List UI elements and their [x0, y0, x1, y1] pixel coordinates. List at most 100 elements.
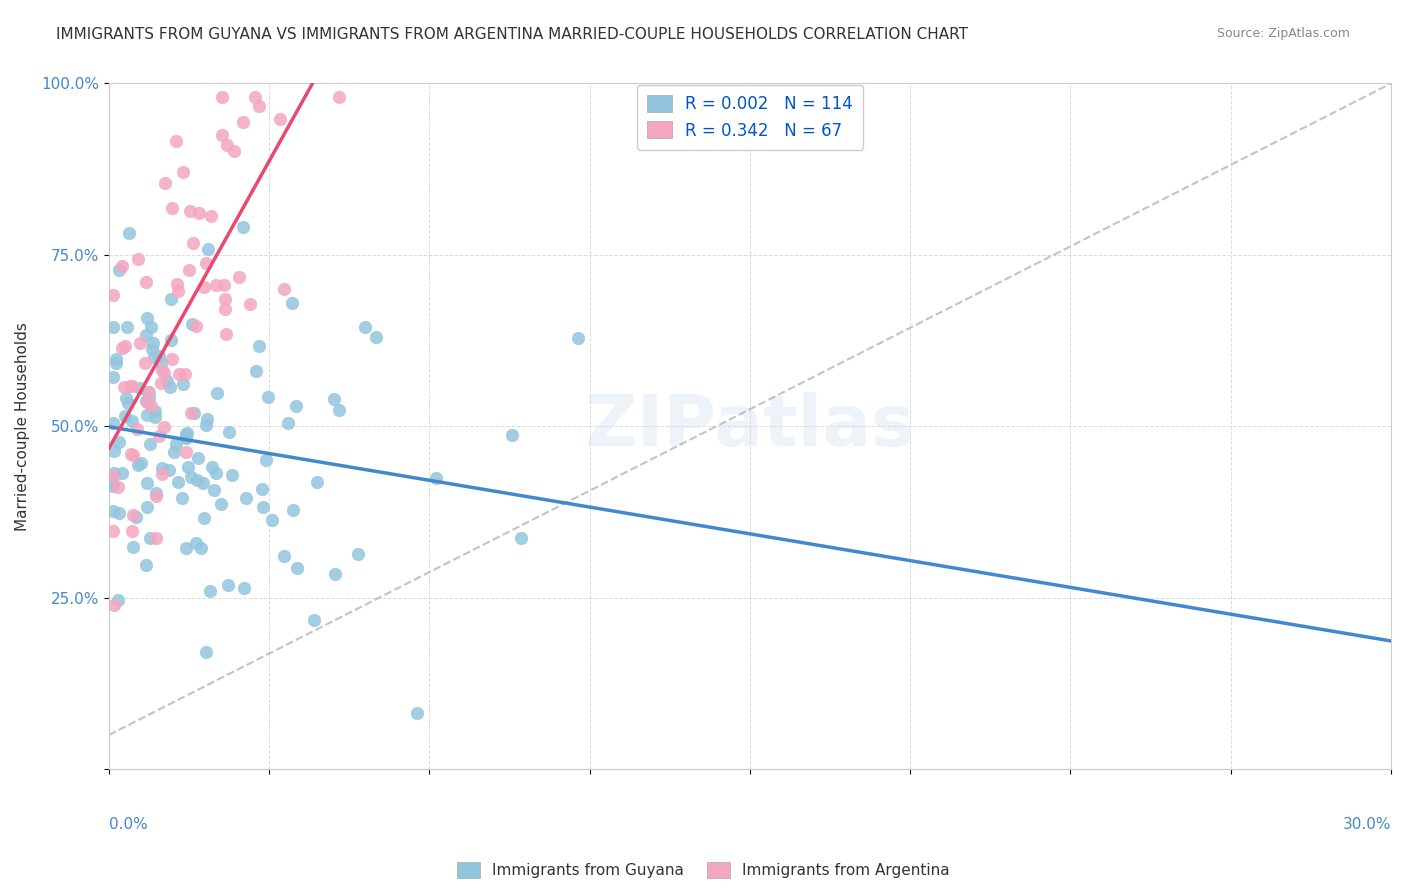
Legend: Immigrants from Guyana, Immigrants from Argentina: Immigrants from Guyana, Immigrants from … — [450, 856, 956, 884]
Point — [239, 297, 262, 311]
Point — [209, 497, 232, 511]
Point — [205, 467, 228, 481]
Point — [212, 278, 235, 293]
Point — [273, 549, 295, 564]
Point — [162, 202, 184, 216]
Point — [150, 376, 173, 391]
Point — [153, 420, 176, 434]
Point — [117, 320, 139, 334]
Point — [193, 510, 215, 524]
Point — [135, 275, 157, 289]
Point — [305, 475, 328, 489]
Point — [166, 277, 188, 292]
Point — [117, 226, 139, 240]
Point — [101, 320, 124, 334]
Point — [117, 396, 139, 410]
Point — [127, 458, 149, 473]
Point — [136, 395, 159, 409]
Point — [108, 434, 131, 449]
Y-axis label: Married-couple Households: Married-couple Households — [15, 322, 30, 531]
Point — [328, 403, 350, 417]
Point — [135, 558, 157, 572]
Point — [218, 425, 240, 439]
Point — [141, 399, 163, 413]
Point — [200, 460, 222, 475]
Point — [118, 379, 141, 393]
Point — [284, 399, 307, 413]
Point — [202, 483, 225, 497]
Point — [136, 409, 159, 423]
Point — [174, 541, 197, 555]
Point — [112, 380, 135, 394]
Point — [181, 236, 204, 251]
Point — [195, 644, 218, 658]
Point — [139, 437, 162, 451]
Point — [280, 296, 302, 310]
Point — [187, 450, 209, 465]
Point — [101, 288, 124, 302]
Point — [107, 480, 129, 494]
Point — [103, 467, 125, 481]
Point — [127, 252, 149, 267]
Point — [304, 613, 326, 627]
Point — [364, 330, 387, 344]
Legend: R = 0.002   N = 114, R = 0.342   N = 67: R = 0.002 N = 114, R = 0.342 N = 67 — [637, 85, 863, 150]
Point — [211, 90, 233, 104]
Point — [501, 428, 523, 442]
Point — [184, 536, 207, 550]
Text: ZIPatlas: ZIPatlas — [585, 392, 915, 461]
Point — [138, 384, 160, 399]
Point — [211, 128, 233, 143]
Point — [277, 416, 299, 430]
Point — [205, 386, 228, 401]
Point — [108, 263, 131, 277]
Point — [127, 422, 149, 436]
Point — [136, 310, 159, 325]
Point — [174, 430, 197, 444]
Point — [567, 331, 589, 345]
Point — [145, 486, 167, 500]
Point — [101, 468, 124, 483]
Point — [143, 404, 166, 418]
Point — [131, 456, 153, 470]
Point — [149, 356, 172, 370]
Point — [134, 356, 156, 370]
Point — [121, 414, 143, 428]
Point — [150, 461, 173, 475]
Point — [143, 410, 166, 425]
Point — [121, 524, 143, 538]
Point — [142, 335, 165, 350]
Point — [174, 429, 197, 443]
Point — [128, 335, 150, 350]
Point — [245, 364, 267, 378]
Point — [221, 467, 243, 482]
Point — [214, 302, 236, 317]
Point — [165, 134, 187, 148]
Point — [198, 584, 221, 599]
Point — [135, 328, 157, 343]
Point — [163, 445, 186, 459]
Point — [181, 317, 204, 331]
Point — [160, 292, 183, 306]
Point — [160, 351, 183, 366]
Point — [247, 339, 270, 353]
Text: IMMIGRANTS FROM GUYANA VS IMMIGRANTS FROM ARGENTINA MARRIED-COUPLE HOUSEHOLDS CO: IMMIGRANTS FROM GUYANA VS IMMIGRANTS FRO… — [56, 27, 969, 42]
Point — [214, 292, 236, 306]
Point — [111, 341, 134, 355]
Point — [197, 242, 219, 256]
Point — [224, 144, 246, 158]
Point — [148, 429, 170, 443]
Point — [136, 385, 159, 400]
Point — [105, 351, 128, 366]
Text: Source: ZipAtlas.com: Source: ZipAtlas.com — [1216, 27, 1350, 40]
Point — [103, 599, 125, 613]
Point — [135, 394, 157, 409]
Point — [180, 406, 202, 420]
Point — [174, 427, 197, 442]
Point — [256, 453, 278, 467]
Point — [174, 444, 197, 458]
Point — [122, 448, 145, 462]
Point — [250, 482, 273, 496]
Point — [273, 281, 295, 295]
Point — [150, 363, 173, 377]
